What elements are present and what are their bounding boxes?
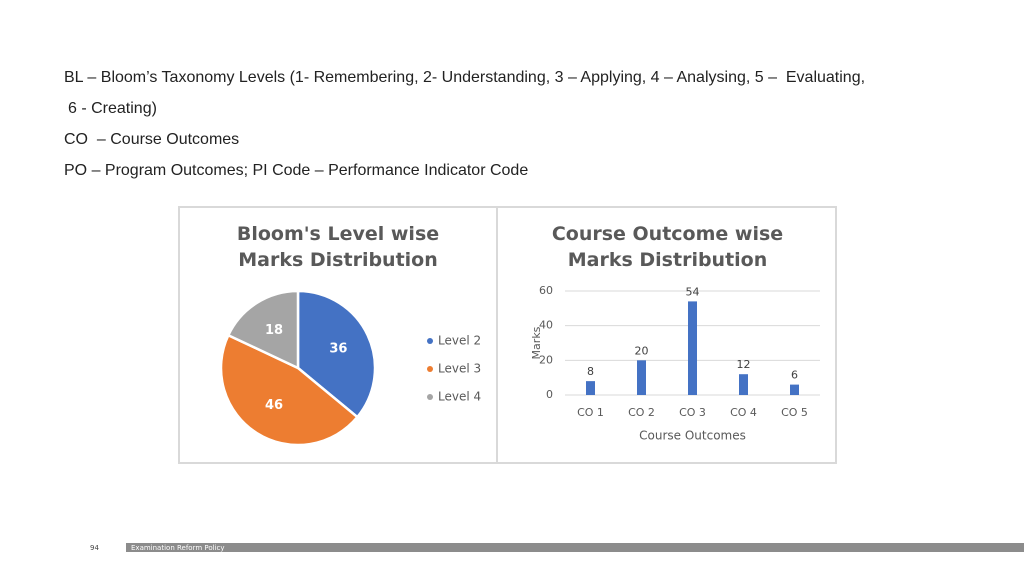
y-tick-label: 60 [539, 284, 553, 297]
data-label: 20 [635, 344, 649, 357]
y-axis-label: Marks [530, 326, 543, 359]
legend-marker [427, 394, 433, 400]
x-tick-label: CO 1 [577, 406, 604, 419]
data-label: 36 [329, 341, 347, 356]
chart-frame [496, 206, 837, 464]
bar [637, 360, 646, 395]
x-tick-label: CO 4 [730, 406, 757, 419]
pie-slice [296, 289, 377, 419]
data-label: 8 [587, 365, 594, 378]
footer-text: Examination Reform Policy [131, 544, 225, 552]
pie-slice [226, 289, 300, 370]
bar [586, 381, 595, 395]
legend-label: Level 3 [438, 362, 481, 376]
chart-title: Course Outcome wise Marks Distribution [551, 223, 784, 271]
text-line: CO – Course Outcomes [64, 131, 240, 148]
y-tick-label: 40 [539, 319, 553, 332]
text-line: BL – Bloom’s Taxonomy Levels (1- Remembe… [64, 69, 866, 86]
pie-slice [219, 333, 360, 447]
bar [739, 374, 748, 395]
y-tick-label: 20 [539, 353, 553, 366]
data-label: 12 [737, 358, 751, 371]
y-tick-label: 0 [546, 388, 553, 401]
legend-label: Level 4 [438, 390, 481, 404]
data-label: 18 [265, 323, 283, 338]
data-label: 6 [791, 369, 798, 382]
footer-bar [126, 543, 1024, 552]
page-number: 94 [90, 544, 99, 552]
x-tick-label: CO 3 [679, 406, 706, 419]
legend-marker [427, 338, 433, 344]
chart-title: Bloom's Level wise Marks Distribution [236, 223, 440, 271]
x-axis-label: Course Outcomes [639, 429, 746, 443]
legend-label: Level 2 [438, 334, 481, 348]
data-label: 54 [686, 285, 700, 298]
text-line: 6 - Creating) [68, 100, 157, 117]
text-line: PO – Program Outcomes; PI Code – Perform… [64, 162, 529, 179]
bar [790, 384, 799, 395]
legend-marker [427, 366, 433, 372]
x-tick-label: CO 2 [628, 406, 655, 419]
data-label: 46 [265, 398, 283, 413]
x-tick-label: CO 5 [781, 406, 808, 419]
bar [688, 301, 697, 395]
